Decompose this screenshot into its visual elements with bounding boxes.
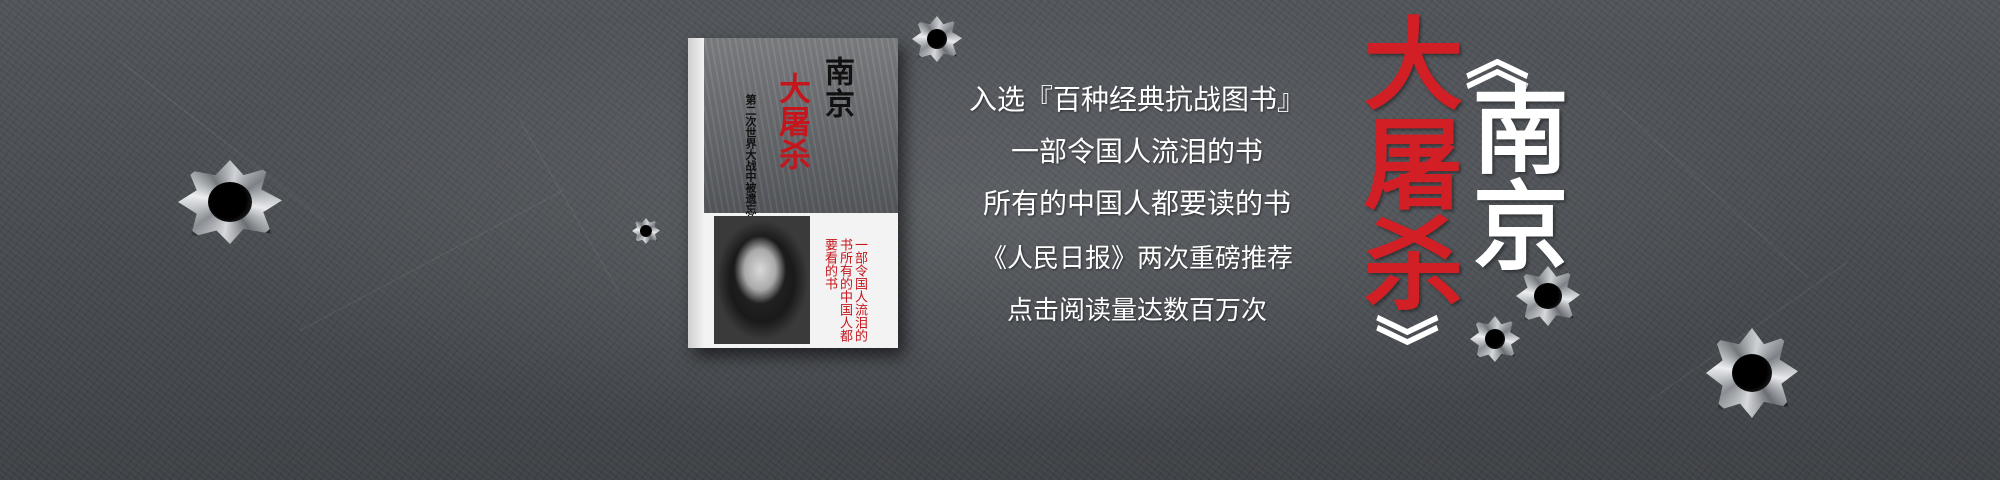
bullet-hole-icon [178, 160, 282, 244]
bullet-hole-icon [1706, 328, 1798, 418]
title-nanjing: 南京 [1462, 80, 1562, 272]
book-title-main: 南京 [814, 56, 858, 120]
book-author-photo [714, 216, 810, 344]
book-spine [688, 38, 704, 348]
book-front: 南京 大屠杀 第二次世界大战中被遗忘的大浩劫 一部令国人流泪的书所有的中国人都要… [704, 38, 898, 348]
promo-line-2: 一部令国人流泪的书 [912, 130, 1362, 170]
promo-line-3: 所有的中国人都要读的书 [912, 182, 1362, 222]
promo-line-1: 入选『百种经典抗战图书』 [912, 78, 1362, 118]
promo-line-5: 点击阅读量达数百万次 [912, 290, 1362, 327]
title-datusha: 大屠杀 [1352, 12, 1456, 312]
bullet-hole-icon [632, 218, 660, 244]
book-cover[interactable]: 南京 大屠杀 第二次世界大战中被遗忘的大浩劫 一部令国人流泪的书所有的中国人都要… [688, 38, 898, 348]
title-close-bracket: 》 [1364, 314, 1456, 378]
book-title-red: 大屠杀 [770, 72, 816, 171]
scratch-texture [520, 120, 621, 294]
book-quote: 一部令国人流泪的书所有的中国人都要看的书 [822, 238, 867, 348]
scratch-texture [300, 189, 565, 331]
bullet-hole-icon [912, 16, 962, 62]
promo-line-4: 《人民日报》两次重磅推荐 [912, 238, 1362, 275]
scratch-texture [1600, 90, 1809, 278]
bullet-hole-icon [1516, 266, 1580, 326]
bullet-hole-icon [1470, 316, 1520, 362]
